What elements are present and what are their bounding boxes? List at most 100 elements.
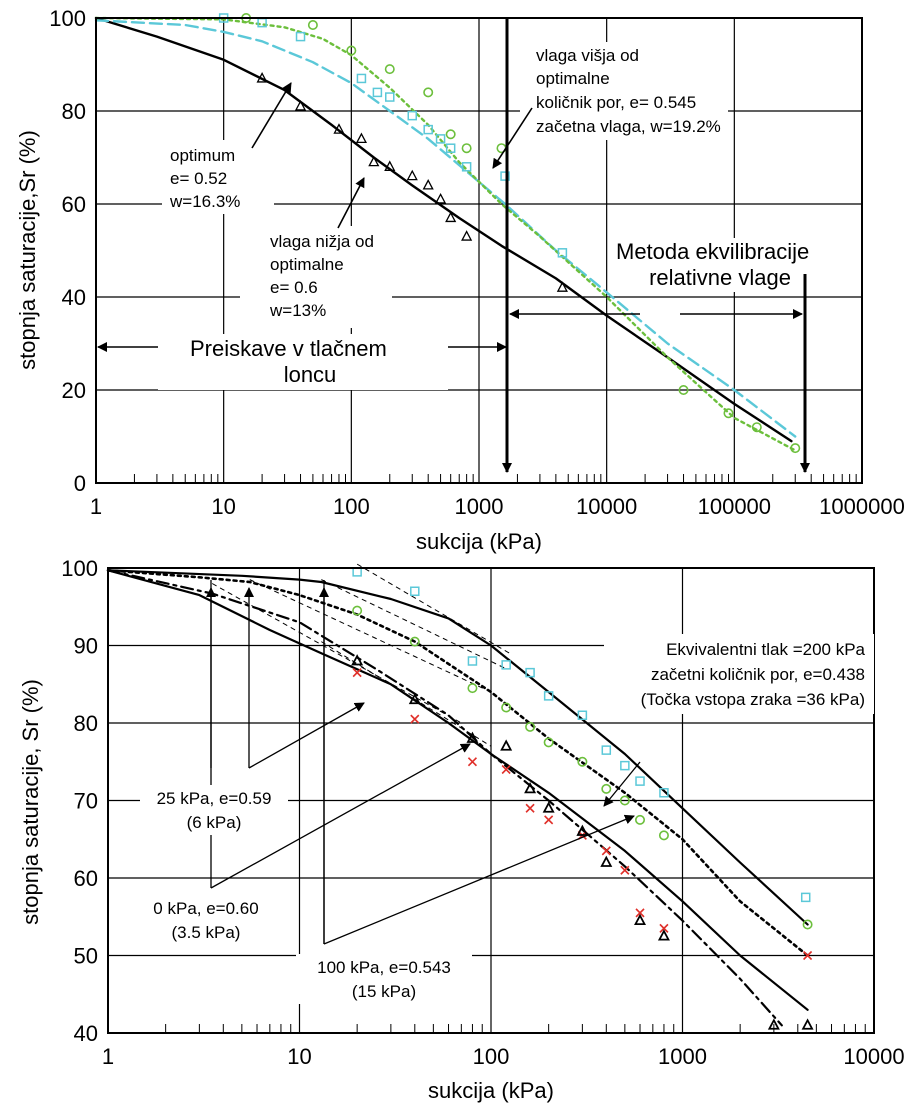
data-point-wet: [423, 87, 434, 98]
data-point-optimum: [423, 124, 433, 135]
data-point-circle: [352, 605, 363, 616]
data-point-cross: [410, 714, 420, 724]
annotation-text: 0 kPa, e=0.60: [153, 899, 258, 918]
data-point-circle: [802, 919, 813, 930]
data-point-dry: [422, 179, 434, 190]
data-point-dry: [294, 99, 307, 111]
annotation-text: (15 kPa): [352, 982, 416, 1001]
data-point-triangle: [351, 654, 364, 666]
data-point-circle: [467, 683, 478, 694]
data-point-optimum: [435, 134, 446, 144]
data-point-cross: [525, 803, 535, 813]
x-axis-label: sukcija (kPa): [416, 529, 542, 554]
annotation-text: relativne vlage: [649, 265, 791, 290]
tangent-line: [321, 579, 507, 670]
data-point-circle: [409, 636, 420, 647]
series-curve-optimum: [94, 19, 797, 438]
data-point-square: [620, 760, 630, 771]
annotation-bg: [610, 238, 828, 292]
data-point-circle: [635, 814, 646, 825]
data-point-wet: [751, 422, 762, 433]
data-point-square: [601, 745, 612, 755]
annotation-kpa0: 0 kPa, e=0.60 (3.5 kPa): [130, 895, 280, 945]
curve-ekv200: [106, 569, 809, 926]
y-tick-label: 0: [74, 471, 86, 496]
annotation-dry: vlaga nižja od optimalne e= 0.6 w=13%: [240, 226, 392, 328]
data-point-circle: [577, 756, 588, 767]
curve-kpa0: [106, 569, 783, 1027]
data-point-cross: [635, 908, 645, 918]
y-tick-label: 20: [62, 378, 86, 403]
data-point-triangle: [634, 913, 647, 926]
data-point-square: [501, 660, 511, 670]
annotation-text: optimalne: [536, 69, 610, 88]
data-point-dry: [368, 155, 380, 167]
curves: [94, 16, 797, 452]
data-point-triangle: [600, 855, 613, 867]
x-tick-label: 10: [287, 1044, 311, 1069]
data-point-circle: [543, 737, 554, 748]
annotation-optimum: optimum e= 0.52 w=16.3%: [162, 140, 274, 214]
annotation-text: Metoda ekvilibracije: [616, 239, 809, 264]
minor-ticks: [165, 1024, 866, 1033]
data-point-dry: [406, 169, 418, 181]
data-point-triangle: [408, 692, 421, 705]
data-point-dry: [355, 132, 368, 144]
annotation-bg: [296, 954, 472, 1004]
data-point-circle: [501, 702, 512, 713]
annotation-kpa25: 25 kPa, e=0.59 (6 kPa): [140, 785, 288, 835]
data-point-cross: [620, 865, 630, 875]
data-point-cross: [659, 923, 669, 933]
arrow-dry: [337, 177, 365, 229]
data-point-triangle: [657, 929, 670, 941]
data-point-triangle: [767, 1018, 780, 1030]
series-curve-dry: [94, 16, 793, 443]
data-point-dry: [434, 192, 447, 204]
series-curve-wet: [94, 16, 797, 452]
data-point-optimum: [500, 171, 510, 181]
x-tick-label: 10: [211, 494, 235, 519]
x-tick-label: 10000: [576, 494, 637, 519]
annotation-text: (3.5 kPa): [172, 923, 241, 942]
arrow-kpa25-diag: [248, 702, 365, 769]
annotation-kpa100: 100 kPa, e=0.543 (15 kPa): [296, 954, 472, 1004]
annotation-text: vlaga nižja od: [270, 232, 374, 251]
y-tick-label: 80: [74, 711, 98, 736]
data-point-cross: [544, 815, 554, 825]
annotation-bg: [130, 895, 280, 945]
data-point-wet: [678, 384, 689, 395]
data-point-cross: [501, 764, 511, 775]
data-point-dry: [256, 72, 268, 83]
data-point-square: [352, 567, 362, 577]
x-tick-label: 100: [473, 1044, 510, 1069]
markers: [351, 567, 814, 1030]
x-tick-label: 1000: [658, 1044, 707, 1069]
y-tick-labels: 0 20 40 60 80 100: [49, 6, 86, 496]
annotation-text: količnik por, e= 0.545: [536, 93, 696, 112]
tangent-line: [356, 563, 510, 654]
annotation-pressure-plate: Preiskave v tlačnem loncu: [158, 334, 448, 390]
annotation-bg: [520, 42, 728, 140]
y-tick-label: 40: [62, 285, 86, 310]
data-point-dry: [445, 211, 457, 223]
y-tick-label: 70: [74, 789, 98, 814]
annotation-text: (Točka vstopa zraka =36 kPa): [641, 690, 865, 709]
data-point-circle: [525, 721, 536, 732]
x-tick-label: 1000000: [819, 494, 905, 519]
data-point-wet: [461, 143, 472, 154]
data-point-optimum: [557, 248, 568, 258]
data-point-wet: [723, 408, 734, 419]
annotation-bg: [158, 334, 448, 390]
annotation-text: Ekvivalentni tlak =200 kPa: [666, 640, 865, 659]
annotation-text: Preiskave v tlačnem: [190, 336, 387, 361]
annotation-text: e= 0.52: [170, 169, 227, 188]
plot-frame: [95, 17, 863, 484]
data-point-wet: [346, 45, 357, 56]
y-tick-label: 40: [74, 1021, 98, 1046]
data-point-square: [659, 788, 669, 798]
data-point-optimum: [461, 162, 472, 172]
chart-top: 1 10 100 1000 10000 100000 1000000 0 20 40 60 80 10…: [15, 6, 905, 554]
y-tick-labels: 40 50 60 70 80 90 100: [61, 556, 98, 1046]
data-point-wet: [384, 64, 395, 75]
